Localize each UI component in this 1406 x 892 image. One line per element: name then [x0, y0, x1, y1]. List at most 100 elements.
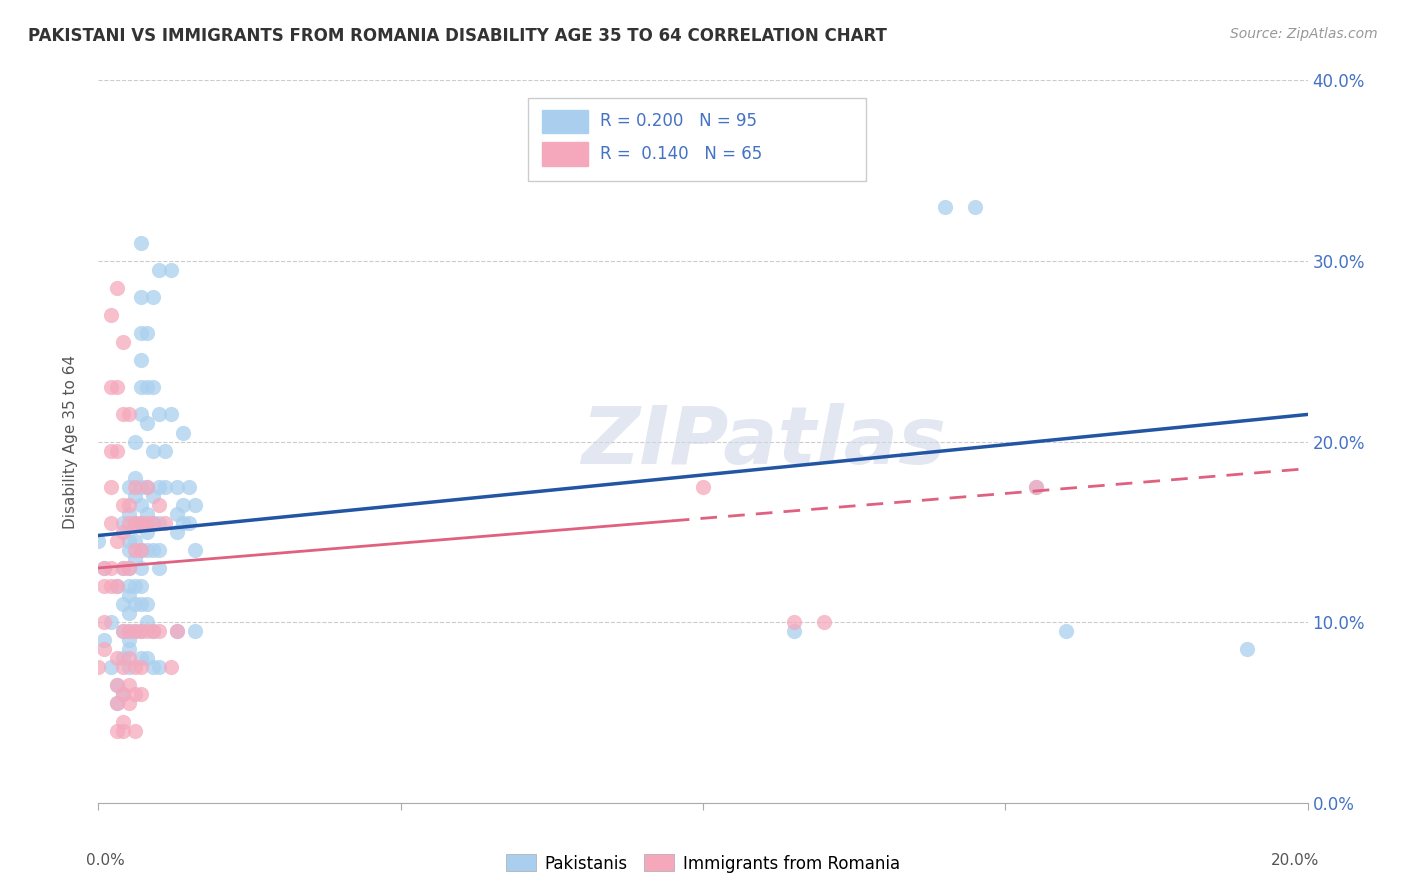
- Text: Source: ZipAtlas.com: Source: ZipAtlas.com: [1230, 27, 1378, 41]
- Point: [142, 624, 165, 639]
- Point: [153, 516, 176, 530]
- Point: [692, 480, 714, 494]
- Point: [934, 200, 956, 214]
- Point: [111, 624, 134, 639]
- Point: [129, 290, 152, 304]
- Point: [160, 263, 183, 277]
- Point: [105, 533, 128, 548]
- Point: [111, 597, 134, 611]
- Point: [148, 408, 170, 422]
- Point: [100, 308, 122, 322]
- Point: [105, 697, 128, 711]
- Point: [105, 579, 128, 593]
- Point: [111, 561, 134, 575]
- Point: [100, 516, 122, 530]
- Point: [111, 651, 134, 665]
- Point: [118, 633, 141, 648]
- Point: [105, 678, 128, 692]
- Point: [148, 624, 170, 639]
- Point: [118, 660, 141, 674]
- Point: [129, 597, 152, 611]
- Point: [105, 281, 128, 295]
- Point: [135, 524, 157, 539]
- Point: [172, 498, 194, 512]
- Point: [124, 434, 146, 449]
- Point: [124, 579, 146, 593]
- Point: [118, 624, 141, 639]
- Point: [142, 516, 165, 530]
- Point: [142, 290, 165, 304]
- Point: [148, 263, 170, 277]
- Point: [184, 498, 207, 512]
- Point: [118, 678, 141, 692]
- Point: [129, 561, 152, 575]
- Point: [129, 326, 152, 340]
- Point: [135, 380, 157, 394]
- Point: [100, 443, 122, 458]
- Point: [111, 687, 134, 701]
- Point: [129, 516, 152, 530]
- Point: [965, 200, 987, 214]
- Point: [142, 624, 165, 639]
- Point: [179, 480, 201, 494]
- Point: [124, 471, 146, 485]
- Point: [172, 425, 194, 440]
- Point: [118, 480, 141, 494]
- Point: [93, 615, 115, 630]
- Legend: Pakistanis, Immigrants from Romania: Pakistanis, Immigrants from Romania: [499, 847, 907, 880]
- FancyBboxPatch shape: [543, 143, 588, 166]
- Point: [93, 642, 115, 657]
- Point: [118, 408, 141, 422]
- Point: [783, 615, 806, 630]
- Point: [105, 697, 128, 711]
- Point: [135, 651, 157, 665]
- Point: [129, 498, 152, 512]
- Point: [124, 597, 146, 611]
- Point: [118, 516, 141, 530]
- Point: [783, 624, 806, 639]
- Point: [179, 516, 201, 530]
- Point: [111, 408, 134, 422]
- Point: [142, 443, 165, 458]
- Point: [166, 507, 188, 521]
- Point: [184, 624, 207, 639]
- Point: [111, 498, 134, 512]
- Point: [160, 408, 183, 422]
- Point: [166, 524, 188, 539]
- Point: [118, 507, 141, 521]
- Point: [100, 480, 122, 494]
- Point: [129, 687, 152, 701]
- Point: [105, 443, 128, 458]
- Point: [129, 516, 152, 530]
- Point: [124, 687, 146, 701]
- Point: [118, 606, 141, 620]
- Point: [105, 579, 128, 593]
- Point: [148, 561, 170, 575]
- Point: [135, 615, 157, 630]
- Point: [124, 624, 146, 639]
- Point: [87, 533, 110, 548]
- Point: [129, 380, 152, 394]
- Point: [148, 480, 170, 494]
- Point: [124, 480, 146, 494]
- Point: [166, 480, 188, 494]
- Point: [148, 498, 170, 512]
- Text: R = 0.200   N = 95: R = 0.200 N = 95: [600, 112, 758, 130]
- Point: [135, 507, 157, 521]
- Point: [105, 723, 128, 738]
- Point: [129, 353, 152, 368]
- Y-axis label: Disability Age 35 to 64: Disability Age 35 to 64: [63, 354, 77, 529]
- Point: [129, 660, 152, 674]
- Point: [129, 651, 152, 665]
- Point: [105, 380, 128, 394]
- Point: [93, 561, 115, 575]
- Point: [135, 516, 157, 530]
- Text: R =  0.140   N = 65: R = 0.140 N = 65: [600, 145, 762, 163]
- Point: [135, 417, 157, 431]
- Point: [135, 480, 157, 494]
- Point: [129, 542, 152, 557]
- Point: [118, 697, 141, 711]
- Point: [153, 480, 176, 494]
- Point: [111, 335, 134, 350]
- Point: [118, 642, 141, 657]
